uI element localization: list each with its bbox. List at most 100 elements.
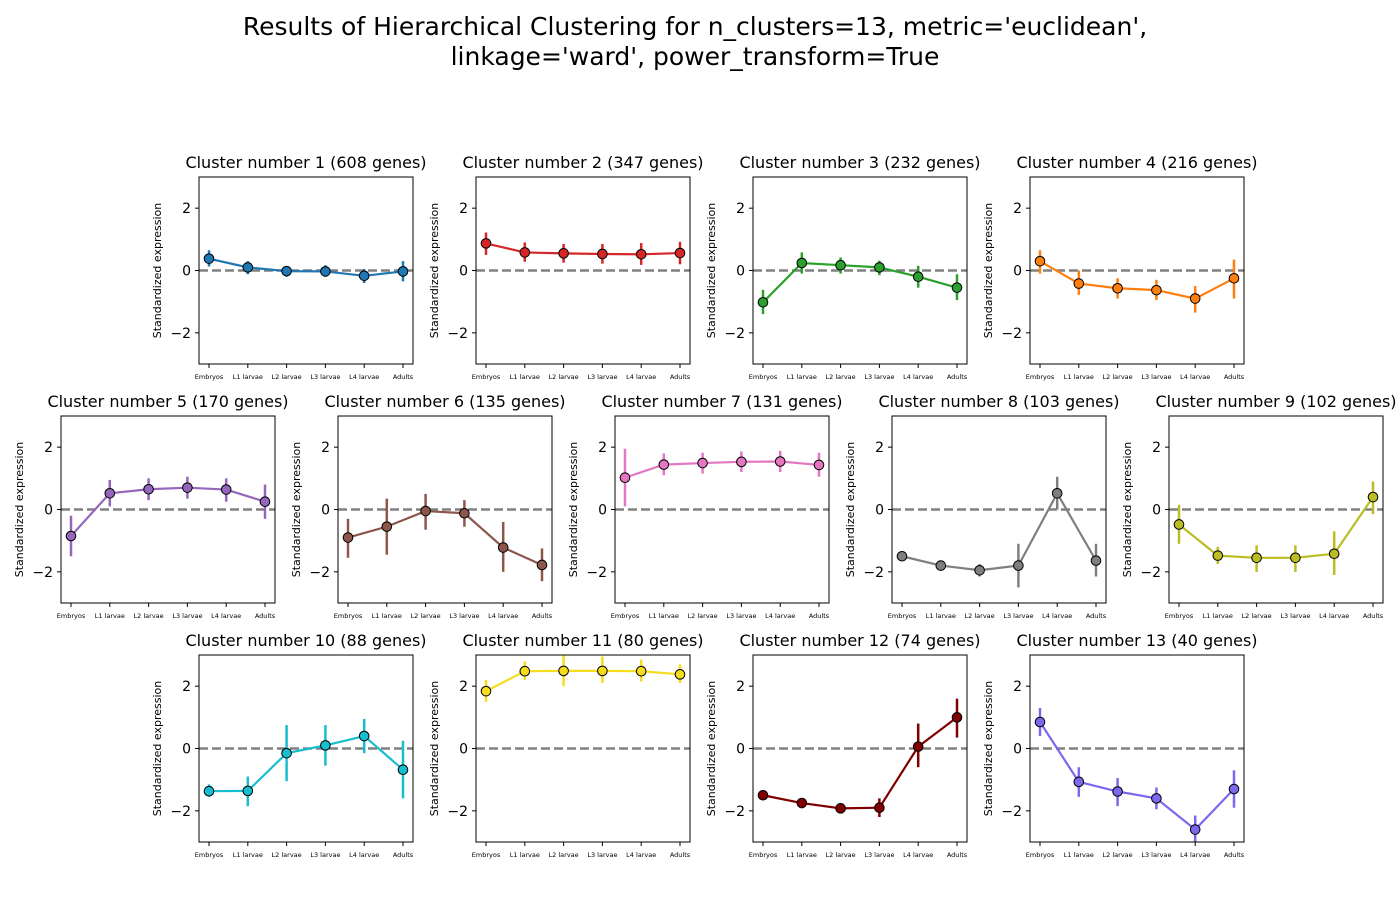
y-tick-label: 2 xyxy=(598,440,607,456)
y-tick-label: 2 xyxy=(1152,440,1161,456)
y-axis-label: Standardized expression xyxy=(13,442,26,577)
x-tick-label: Embryos xyxy=(195,373,224,381)
figure-title-line-1: Results of Hierarchical Clustering for n… xyxy=(242,12,1148,41)
plot-frame xyxy=(337,415,553,604)
data-point xyxy=(658,459,670,470)
x-tick-label: Embryos xyxy=(888,612,917,620)
data-point xyxy=(912,271,924,283)
data-point xyxy=(1251,552,1262,564)
x-tick-label: L2 larvae xyxy=(272,373,302,381)
y-tick-label: 0 xyxy=(598,503,607,519)
data-point xyxy=(796,797,808,809)
data-point xyxy=(220,484,232,495)
x-tick-label: L4 larvae xyxy=(488,612,518,620)
x-tick-label: L3 larvae xyxy=(864,373,894,381)
y-tick-label: 0 xyxy=(736,742,745,758)
series-line xyxy=(624,460,820,479)
data-point xyxy=(635,248,647,260)
data-point xyxy=(519,247,531,258)
x-tick-label: L3 larvae xyxy=(310,373,340,381)
x-tick-label: L1 larvae xyxy=(787,851,817,859)
panel-title: Cluster number 8 (103 genes) xyxy=(878,392,1119,411)
data-point xyxy=(203,785,215,797)
x-tick-label: L4 larvae xyxy=(903,851,933,859)
y-tick-label: 0 xyxy=(459,742,468,758)
data-point xyxy=(1151,793,1162,804)
data-point xyxy=(635,665,647,677)
x-tick-label: L1 larvae xyxy=(233,373,263,381)
y-tick-label: 2 xyxy=(1013,679,1022,695)
data-point xyxy=(796,257,808,269)
plot-frame xyxy=(60,415,276,604)
cluster-panel-10: Cluster number 10 (88 genes) Standardized… xyxy=(151,631,427,859)
plot-frame xyxy=(198,654,414,843)
data-point xyxy=(381,521,393,532)
plot-frame xyxy=(475,654,691,843)
plot-frame xyxy=(614,415,830,604)
x-tick-label: Embryos xyxy=(334,612,363,620)
data-point xyxy=(835,259,846,271)
data-point xyxy=(1367,491,1379,503)
data-point xyxy=(974,564,985,576)
series-line xyxy=(485,242,681,256)
data-point xyxy=(813,459,825,471)
data-point xyxy=(497,542,509,553)
data-point xyxy=(597,248,608,260)
series-line xyxy=(1039,721,1235,832)
x-tick-label: L2 larvae xyxy=(688,612,718,620)
data-point xyxy=(397,266,409,277)
data-point xyxy=(342,532,354,543)
data-point xyxy=(1112,786,1123,797)
x-tick-label: L3 larvae xyxy=(587,373,617,381)
series-line xyxy=(1039,260,1235,300)
data-point xyxy=(519,665,531,677)
data-point xyxy=(320,740,331,751)
x-tick-label: Embryos xyxy=(1026,851,1055,859)
y-tick-label: 2 xyxy=(182,201,191,217)
x-tick-label: L2 larvae xyxy=(549,373,579,381)
data-point xyxy=(459,507,470,519)
data-point xyxy=(1212,550,1224,561)
x-tick-label: L2 larvae xyxy=(826,851,856,859)
x-tick-label: L3 larvae xyxy=(310,851,340,859)
x-tick-label: L4 larvae xyxy=(349,851,379,859)
data-point xyxy=(1013,560,1024,571)
y-tick-label: 0 xyxy=(1013,742,1022,758)
data-point xyxy=(259,496,271,508)
data-point xyxy=(242,785,254,797)
x-tick-label: Embryos xyxy=(749,851,778,859)
y-tick-label: 0 xyxy=(182,742,191,758)
y-tick-label: 0 xyxy=(44,503,53,519)
data-point xyxy=(397,764,409,775)
x-tick-label: L2 larvae xyxy=(1103,373,1133,381)
series-line xyxy=(208,257,404,277)
x-tick-label: Adults xyxy=(1224,851,1245,859)
data-point xyxy=(480,685,492,697)
y-axis-label: Standardized expression xyxy=(428,203,441,338)
y-tick-label: 0 xyxy=(1152,503,1161,519)
figure-title-line-2: linkage='ward', power_transform=True xyxy=(450,42,940,71)
data-point xyxy=(1189,824,1201,835)
data-point xyxy=(1090,555,1102,566)
plot-frame xyxy=(1168,415,1384,604)
y-tick-label: 0 xyxy=(321,503,330,519)
data-point xyxy=(242,262,254,273)
y-axis-label: Standardized expression xyxy=(428,681,441,816)
y-tick-label: 0 xyxy=(736,264,745,280)
data-point xyxy=(835,803,846,814)
x-tick-label: L4 larvae xyxy=(1180,373,1210,381)
x-tick-label: Adults xyxy=(393,373,414,381)
y-tick-label: 2 xyxy=(736,679,745,695)
panel-title: Cluster number 10 (88 genes) xyxy=(185,631,426,650)
data-point xyxy=(203,253,215,264)
x-tick-label: L4 larvae xyxy=(211,612,241,620)
data-point xyxy=(65,530,77,542)
x-tick-label: L3 larvae xyxy=(1003,612,1033,620)
y-tick-label: 2 xyxy=(459,201,468,217)
x-tick-label: Adults xyxy=(947,373,968,381)
data-point xyxy=(281,747,292,759)
x-tick-label: Adults xyxy=(670,373,691,381)
x-tick-label: Embryos xyxy=(472,373,501,381)
x-tick-label: L1 larvae xyxy=(510,373,540,381)
data-point xyxy=(1073,776,1085,788)
